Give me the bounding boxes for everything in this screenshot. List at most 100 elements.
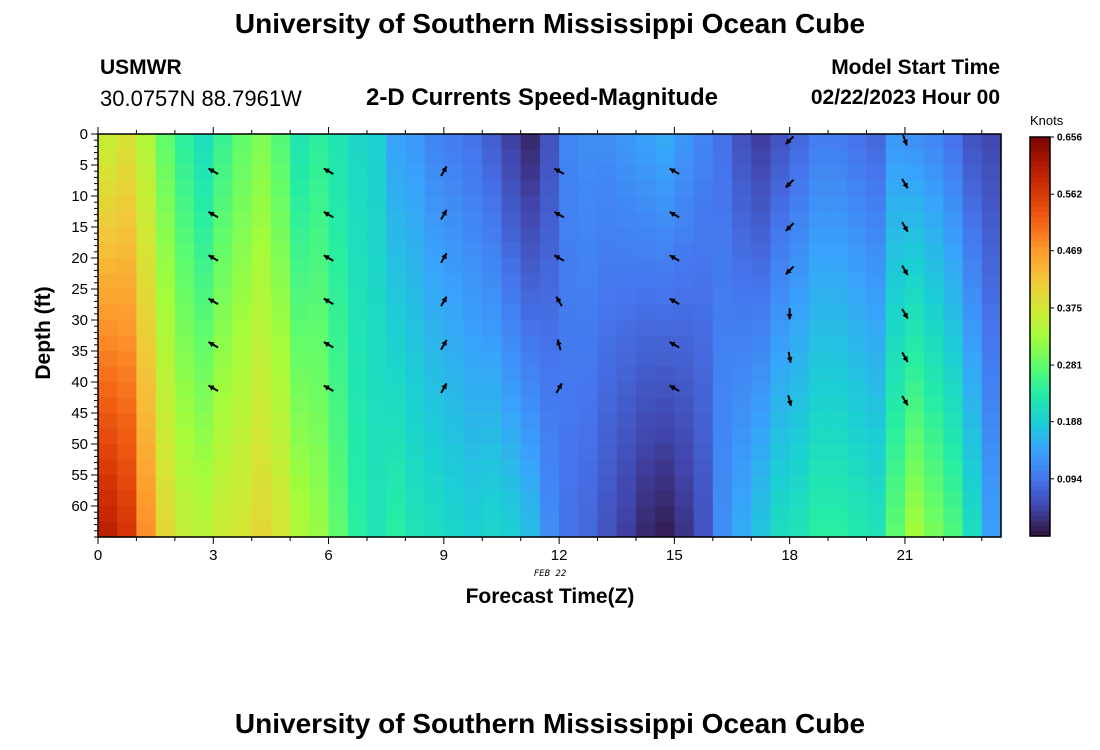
colorbar-segment [1030,216,1050,223]
heatmap-cell [559,490,579,507]
heatmap-cell [117,366,138,383]
heatmap-cell [501,196,522,213]
heatmap-cell [194,351,214,368]
heatmap-cell [290,134,310,151]
current-vector-head [441,340,447,347]
heatmap-cell [866,428,887,445]
colorbar-unit-label: Knots [1030,113,1064,128]
heatmap-cell [424,351,445,368]
heatmap-cell [539,413,560,430]
heatmap-cell [904,506,925,523]
heatmap-cell [828,211,848,228]
heatmap-cell [98,180,118,197]
heatmap-cell [962,459,983,476]
heatmap-cell [559,413,579,430]
heatmap-cell [904,444,925,461]
heatmap-cell [943,134,964,151]
colorbar-tick-label: 0.094 [1057,474,1082,485]
heatmap-cell [424,258,445,275]
heatmap-cell [136,273,157,290]
current-vector-head [902,225,908,232]
colorbar-tick-label: 0.375 [1057,303,1082,314]
heatmap-cell [213,258,234,275]
heatmap-cell [578,428,599,445]
heatmap-cell [981,196,1002,213]
heatmap-cell [405,382,426,399]
heatmap-cell [347,521,368,538]
heatmap-cell [443,335,464,352]
heatmap-cell [943,227,964,244]
heatmap-cell [751,289,772,306]
heatmap-cell [136,490,157,507]
heatmap-cell [808,351,829,368]
heatmap-cell [693,521,714,538]
heatmap-cell [482,242,503,259]
heatmap-cell [117,320,138,337]
heatmap-cell [655,134,675,151]
heatmap-cell [885,444,906,461]
heatmap-cell [597,196,618,213]
heatmap-cell [270,413,291,430]
heatmap-cell [885,273,906,290]
heatmap-cell [443,366,464,383]
heatmap-cell [559,304,579,321]
colorbar-segment [1030,141,1050,148]
heatmap-cell [712,273,733,290]
heatmap-cell [251,304,272,321]
heatmap-cell [117,149,138,166]
heatmap-cell [136,475,157,492]
heatmap-cell [578,211,599,228]
current-vector-head [208,168,215,174]
heatmap-cell [674,382,695,399]
current-vector-head [669,211,676,217]
colorbar-segment [1030,251,1050,258]
heatmap-cell [309,134,330,151]
heatmap-cell [270,273,291,290]
heatmap-cell [213,196,234,213]
heatmap-cell [501,304,522,321]
heatmap-cell [328,382,349,399]
heatmap-cell [770,444,791,461]
heatmap-cell [635,289,656,306]
heatmap-cell [828,444,848,461]
heatmap-cell [463,196,483,213]
heatmap-cell [520,289,541,306]
heatmap-cell [578,289,599,306]
heatmap-cell [501,211,522,228]
heatmap-cell [386,335,407,352]
y-axis-label: Depth (ft) [32,286,55,380]
heatmap-cell [501,165,522,182]
current-vector-head [786,356,793,363]
heatmap-cell [539,165,560,182]
heatmap-cell [136,180,157,197]
colorbar-segment [1030,266,1050,273]
heatmap-cell [904,211,925,228]
heatmap-cell [866,382,887,399]
current-vector-head [669,168,676,174]
heatmap-cell [866,165,887,182]
heatmap-cell [770,397,791,414]
current-vector-head [208,298,215,304]
heatmap-cell [174,475,195,492]
heatmap-cell [693,351,714,368]
heatmap-cell [251,289,272,306]
heatmap-cell [290,397,310,414]
heatmap-cell [520,382,541,399]
model-start-value: 02/22/2023 Hour 00 [810,86,1000,109]
heatmap-cell [347,242,368,259]
heatmap-cell [655,506,675,523]
heatmap-cell [655,475,675,492]
heatmap-cell [213,227,234,244]
heatmap-cell [674,413,695,430]
current-vector-head [323,255,330,261]
heatmap-cell [770,289,791,306]
heatmap-cell [943,397,964,414]
heatmap-cell [981,211,1002,228]
heatmap-cell [194,211,214,228]
heatmap-cell [828,521,848,538]
heatmap-cell [866,366,887,383]
heatmap-cell [770,273,791,290]
heatmap-cell [693,444,714,461]
heatmap-cell [98,165,118,182]
heatmap-cell [789,180,810,197]
